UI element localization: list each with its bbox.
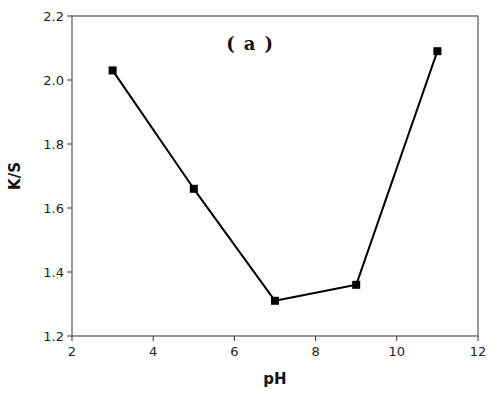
chart: 2 4 6 8 10 12 1.2 1.4 1.6 1.8 2.0 2.2 pH K/S ( a ) xyxy=(0,0,500,398)
y-tick xyxy=(67,80,72,81)
y-tick xyxy=(67,336,72,337)
x-tick-label: 6 xyxy=(230,344,238,359)
x-tick-label: 8 xyxy=(311,344,319,359)
y-tick-label: 1.8 xyxy=(43,137,64,152)
x-tick xyxy=(153,336,154,341)
x-tick-label: 10 xyxy=(389,344,406,359)
line xyxy=(113,51,438,301)
x-tick xyxy=(234,336,235,341)
marker xyxy=(190,185,198,193)
marker xyxy=(352,281,360,289)
marker xyxy=(271,297,279,305)
x-tick xyxy=(396,336,397,341)
y-tick-label: 1.6 xyxy=(43,201,64,216)
y-tick-label: 1.4 xyxy=(43,265,64,280)
y-tick-label: 1.2 xyxy=(43,329,64,344)
plot-frame xyxy=(72,16,478,336)
x-axis-label: pH xyxy=(263,370,286,388)
y-tick xyxy=(67,208,72,209)
series xyxy=(109,47,442,305)
y-tick-label: 2.0 xyxy=(43,73,64,88)
y-tick xyxy=(67,16,72,17)
plot-background xyxy=(72,16,478,336)
y-tick-label: 2.2 xyxy=(43,9,64,24)
x-tick-label: 2 xyxy=(68,344,76,359)
y-axis: 1.2 1.4 1.6 1.8 2.0 2.2 xyxy=(43,9,72,344)
marker xyxy=(433,47,441,55)
annotation: ( a ) xyxy=(226,33,273,54)
x-tick-label: 4 xyxy=(149,344,157,359)
y-tick xyxy=(67,272,72,273)
marker xyxy=(109,66,117,74)
y-axis-label: K/S xyxy=(6,162,24,190)
x-tick-label: 12 xyxy=(470,344,487,359)
x-tick xyxy=(478,336,479,341)
x-tick xyxy=(315,336,316,341)
y-tick xyxy=(67,144,72,145)
x-axis: 2 4 6 8 10 12 xyxy=(68,336,486,359)
x-tick xyxy=(72,336,73,341)
